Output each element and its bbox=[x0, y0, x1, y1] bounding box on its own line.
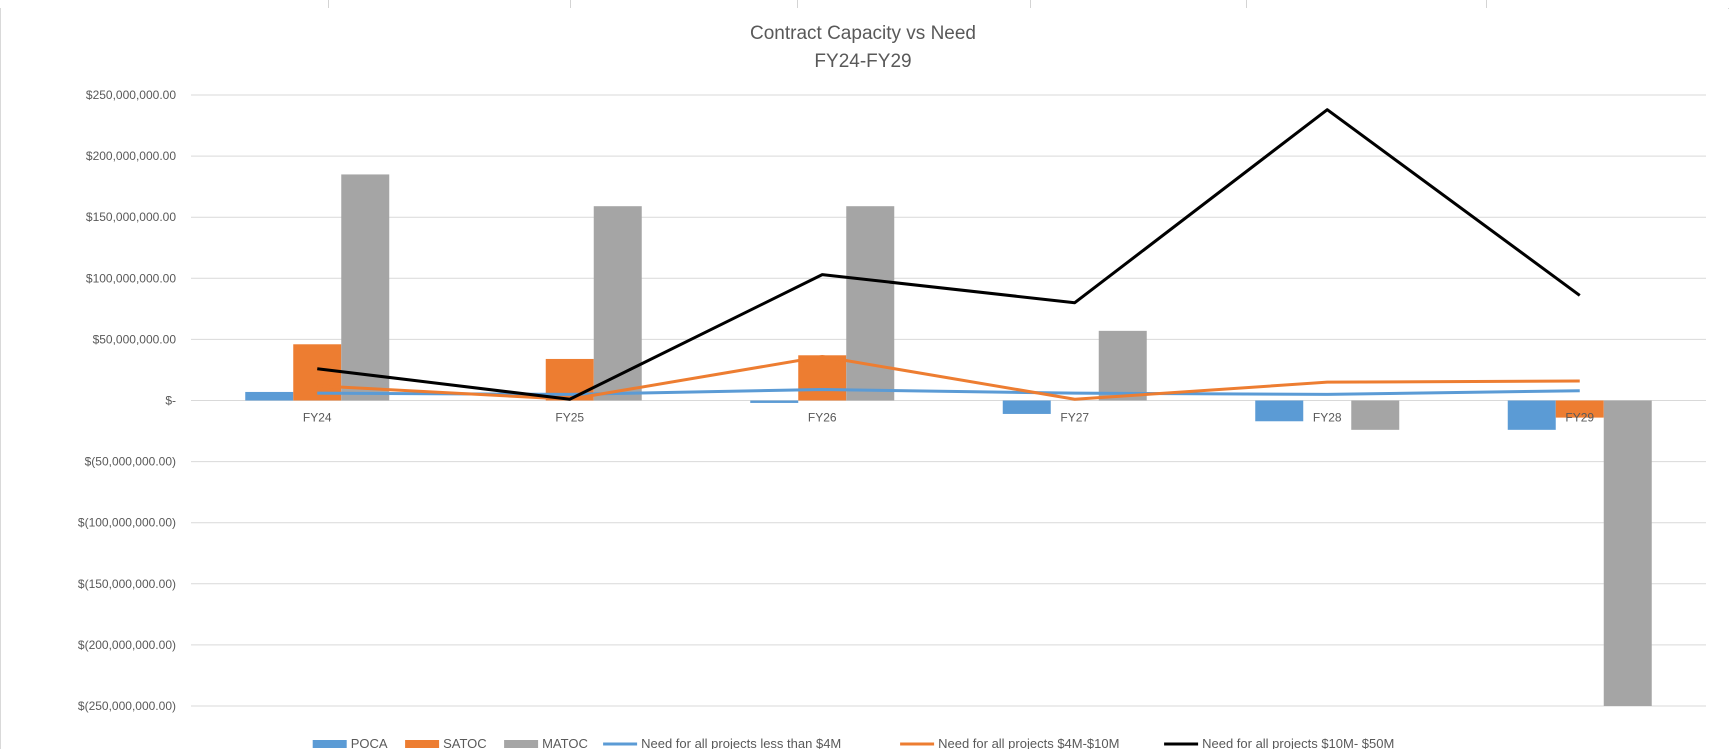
bar-poca bbox=[1002, 400, 1051, 414]
legend-label: Need for all projects $10M- $50M bbox=[1202, 736, 1394, 749]
legend[interactable]: POCA SATOC MATOC Need for all projects less… bbox=[312, 736, 1395, 751]
y-tick-label: $(150,000,000.00) bbox=[78, 577, 176, 591]
bar-matoc bbox=[593, 206, 642, 401]
legend-item[interactable]: POCA bbox=[312, 736, 388, 751]
y-tick-label: $100,000,000.00 bbox=[86, 271, 176, 285]
y-tick-label: $- bbox=[165, 394, 176, 408]
bar-satoc bbox=[293, 344, 342, 401]
line-series-group bbox=[317, 108, 1581, 401]
legend-label: Need for all projects $4M-$10M bbox=[938, 736, 1119, 749]
x-tick-label: FY25 bbox=[555, 411, 584, 425]
legend-item[interactable]: Need for all projects $4M-$10M bbox=[900, 736, 1119, 751]
bar-matoc bbox=[1351, 400, 1400, 430]
line-series-2 bbox=[317, 355, 1580, 401]
x-tick-label: FY29 bbox=[1565, 411, 1594, 425]
line-series-3 bbox=[317, 108, 1581, 401]
bar-matoc bbox=[1603, 400, 1652, 706]
column-divider bbox=[1246, 0, 1247, 8]
x-axis: FY24 FY25 FY26 FY27 FY28 FY29 bbox=[303, 411, 1595, 425]
column-divider bbox=[328, 0, 329, 8]
column-divider bbox=[570, 0, 571, 8]
y-tick-label: $150,000,000.00 bbox=[86, 210, 176, 224]
legend-label: POCA bbox=[351, 736, 388, 749]
column-divider bbox=[797, 0, 798, 8]
gridlines bbox=[191, 94, 1706, 707]
x-tick-label: FY26 bbox=[808, 411, 837, 425]
chart-subtitle: FY24-FY29 bbox=[814, 51, 911, 72]
y-tick-label: $(50,000,000.00) bbox=[85, 455, 176, 469]
bar-satoc bbox=[798, 355, 847, 401]
legend-item[interactable]: Need for all projects $10M- $50M bbox=[1164, 736, 1394, 751]
chart-title: Contract Capacity vs Need bbox=[750, 23, 976, 44]
bar-series-group bbox=[245, 174, 1652, 706]
legend-label: Need for all projects less than $4M bbox=[641, 736, 841, 749]
bar-matoc bbox=[1098, 330, 1147, 401]
chart-area[interactable]: Contract Capacity vs Need FY24-FY29 $250… bbox=[0, 8, 1728, 751]
x-tick-label: FY28 bbox=[1313, 411, 1342, 425]
y-axis: $250,000,000.00 $200,000,000.00 $150,000,0… bbox=[78, 88, 176, 713]
bar-satoc bbox=[1555, 400, 1604, 418]
bar-poca bbox=[1255, 400, 1304, 422]
legend-item[interactable]: Need for all projects less than $4M bbox=[603, 736, 841, 751]
legend-swatch bbox=[504, 740, 539, 748]
y-tick-label: $50,000,000.00 bbox=[93, 332, 177, 346]
legend-label: SATOC bbox=[443, 736, 487, 749]
chart-title-group: Contract Capacity vs Need FY24-FY29 bbox=[750, 23, 976, 72]
bar-poca bbox=[750, 400, 799, 403]
column-divider bbox=[1030, 0, 1031, 8]
x-tick-label: FY24 bbox=[303, 411, 332, 425]
x-tick-label: FY27 bbox=[1060, 411, 1089, 425]
y-tick-label: $(100,000,000.00) bbox=[78, 516, 176, 530]
legend-swatch bbox=[312, 740, 347, 748]
bar-matoc bbox=[341, 174, 390, 401]
bar-matoc bbox=[846, 206, 895, 401]
legend-swatch bbox=[405, 740, 440, 748]
y-tick-label: $(250,000,000.00) bbox=[78, 699, 176, 713]
legend-item[interactable]: MATOC bbox=[504, 736, 588, 751]
y-tick-label: $200,000,000.00 bbox=[86, 149, 176, 163]
y-tick-label: $250,000,000.00 bbox=[86, 88, 176, 102]
legend-label: MATOC bbox=[542, 736, 588, 749]
legend-item[interactable]: SATOC bbox=[405, 736, 487, 751]
bar-poca bbox=[1507, 400, 1556, 430]
bar-poca bbox=[245, 391, 294, 401]
chart-svg: Contract Capacity vs Need FY24-FY29 $250… bbox=[78, 23, 1706, 751]
y-tick-label: $(200,000,000.00) bbox=[78, 638, 176, 652]
column-divider bbox=[1486, 0, 1487, 8]
